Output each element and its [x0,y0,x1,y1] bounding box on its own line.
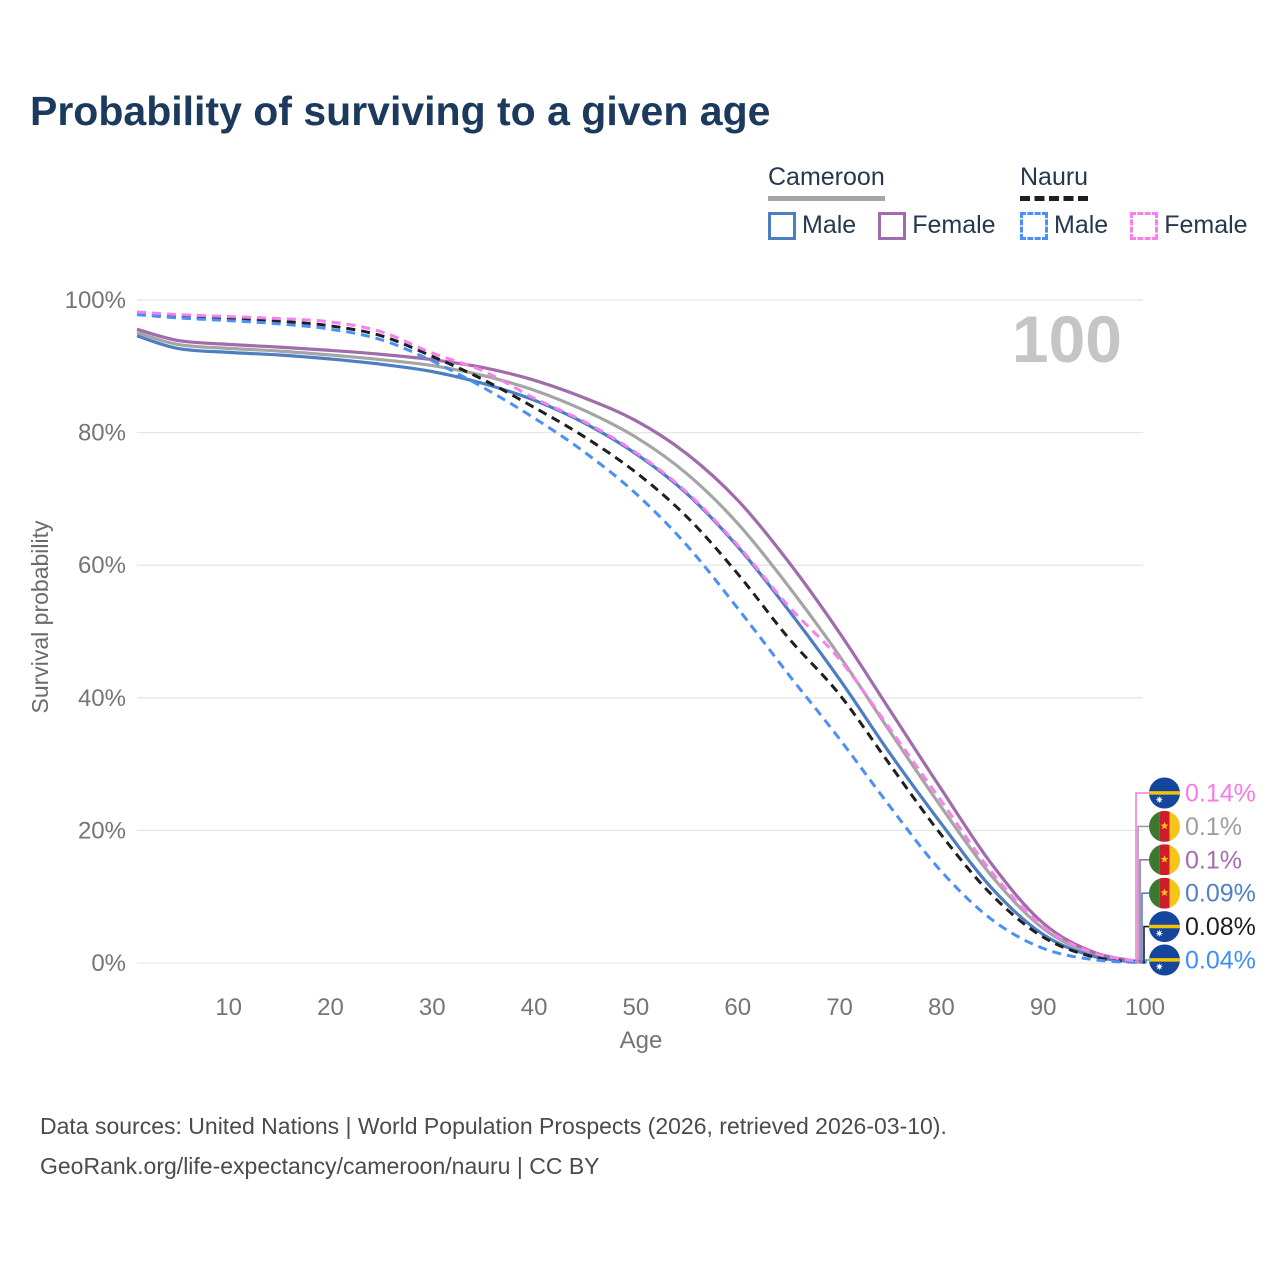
footer: Data sources: United Nations | World Pop… [40,1106,947,1186]
legend-item-nauru-female[interactable]: Female [1130,211,1248,240]
series-line-nauru_female [136,310,1146,964]
footer-url-line: GeoRank.org/life-expectancy/cameroon/nau… [40,1153,600,1179]
x-tick-label: 60 [724,994,751,1021]
x-tick-label: 30 [419,994,446,1021]
axis-labels: 100% 80% 60% 40% 20% 0% 10 20 30 40 50 60 70 80 90 100 A… [27,287,1165,1054]
cameroon-female-swatch-icon [878,211,907,240]
y-tick-label: 60% [78,552,126,579]
nauru-male-swatch-icon [1020,211,1048,240]
x-tick-label: 70 [826,994,853,1021]
x-axis-title: Age [620,1027,663,1054]
end-label-connector-cameroon_male [1141,892,1149,964]
legend-label-nauru-female: Female [1164,211,1248,239]
watermark: 100 [1012,302,1122,376]
series-line-cameroon_avg [136,330,1146,964]
y-axis-title: Survival probability [27,520,53,714]
legend-label-cameroon-female: Female [912,211,996,239]
series-line-cameroon_male [136,334,1146,964]
x-tick-label: 20 [317,994,344,1021]
x-tick-label: 50 [623,994,650,1021]
legend-item-nauru-male[interactable]: Male [1020,211,1108,240]
end-value-label-cameroon_avg: 0.1% [1185,813,1242,841]
y-tick-label: 0% [91,950,126,977]
x-tick-label: 40 [521,994,548,1021]
page-title: Probability of surviving to a given age [30,88,771,134]
x-tick-label: 90 [1030,994,1057,1021]
end-value-label-nauru_avg: 0.08% [1185,913,1256,941]
y-tick-label: 20% [78,817,126,844]
nauru-flag-icon [1149,945,1180,976]
gridlines [137,299,1143,964]
series-line-nauru_male [136,313,1146,965]
x-tick-label: 10 [215,994,242,1021]
end-label-connector-nauru_male [1145,959,1149,964]
end-value-label-nauru_male: 0.04% [1185,947,1256,975]
end-label-connector-nauru_avg [1143,925,1149,964]
legend-group-cameroon: Cameroon Male Female [768,163,996,240]
legend-label-cameroon-male: Male [802,211,857,239]
legend-country-nauru: Nauru [1020,163,1089,201]
x-tick-label: 80 [928,994,955,1021]
legend-group-nauru: Nauru Male Female [1020,163,1248,240]
series-line-cameroon_female [136,327,1146,964]
cameroon-male-swatch-icon [768,211,796,240]
footer-source-line: Data sources: United Nations | World Pop… [40,1113,947,1139]
nauru-female-swatch-icon [1130,211,1159,240]
cameroon-flag-icon [1149,844,1180,875]
x-tick-label: 100 [1125,994,1165,1021]
cameroon-flag-icon [1149,878,1180,909]
series-line-nauru_avg [136,311,1146,964]
y-tick-label: 100% [65,287,126,314]
nauru-flag-icon [1149,911,1180,942]
end-value-label-cameroon_male: 0.09% [1185,880,1256,908]
series-lines [136,310,1146,965]
legend-item-cameroon-female[interactable]: Female [878,211,996,240]
legend-item-cameroon-male[interactable]: Male [768,211,856,240]
legend-country-cameroon: Cameroon [768,163,885,201]
legend-label-nauru-male: Male [1054,211,1109,239]
y-tick-label: 80% [78,420,126,447]
end-labels: 0.14% 0.1% 0.1% 0.09% 0.08% 0.04% [1135,778,1256,976]
age-watermark: 100 [1012,302,1122,376]
nauru-flag-icon [1149,778,1180,809]
cameroon-flag-icon [1149,811,1180,842]
y-tick-label: 40% [78,685,126,712]
end-value-label-cameroon_female: 0.1% [1185,846,1242,874]
end-value-label-nauru_female: 0.14% [1185,780,1256,808]
